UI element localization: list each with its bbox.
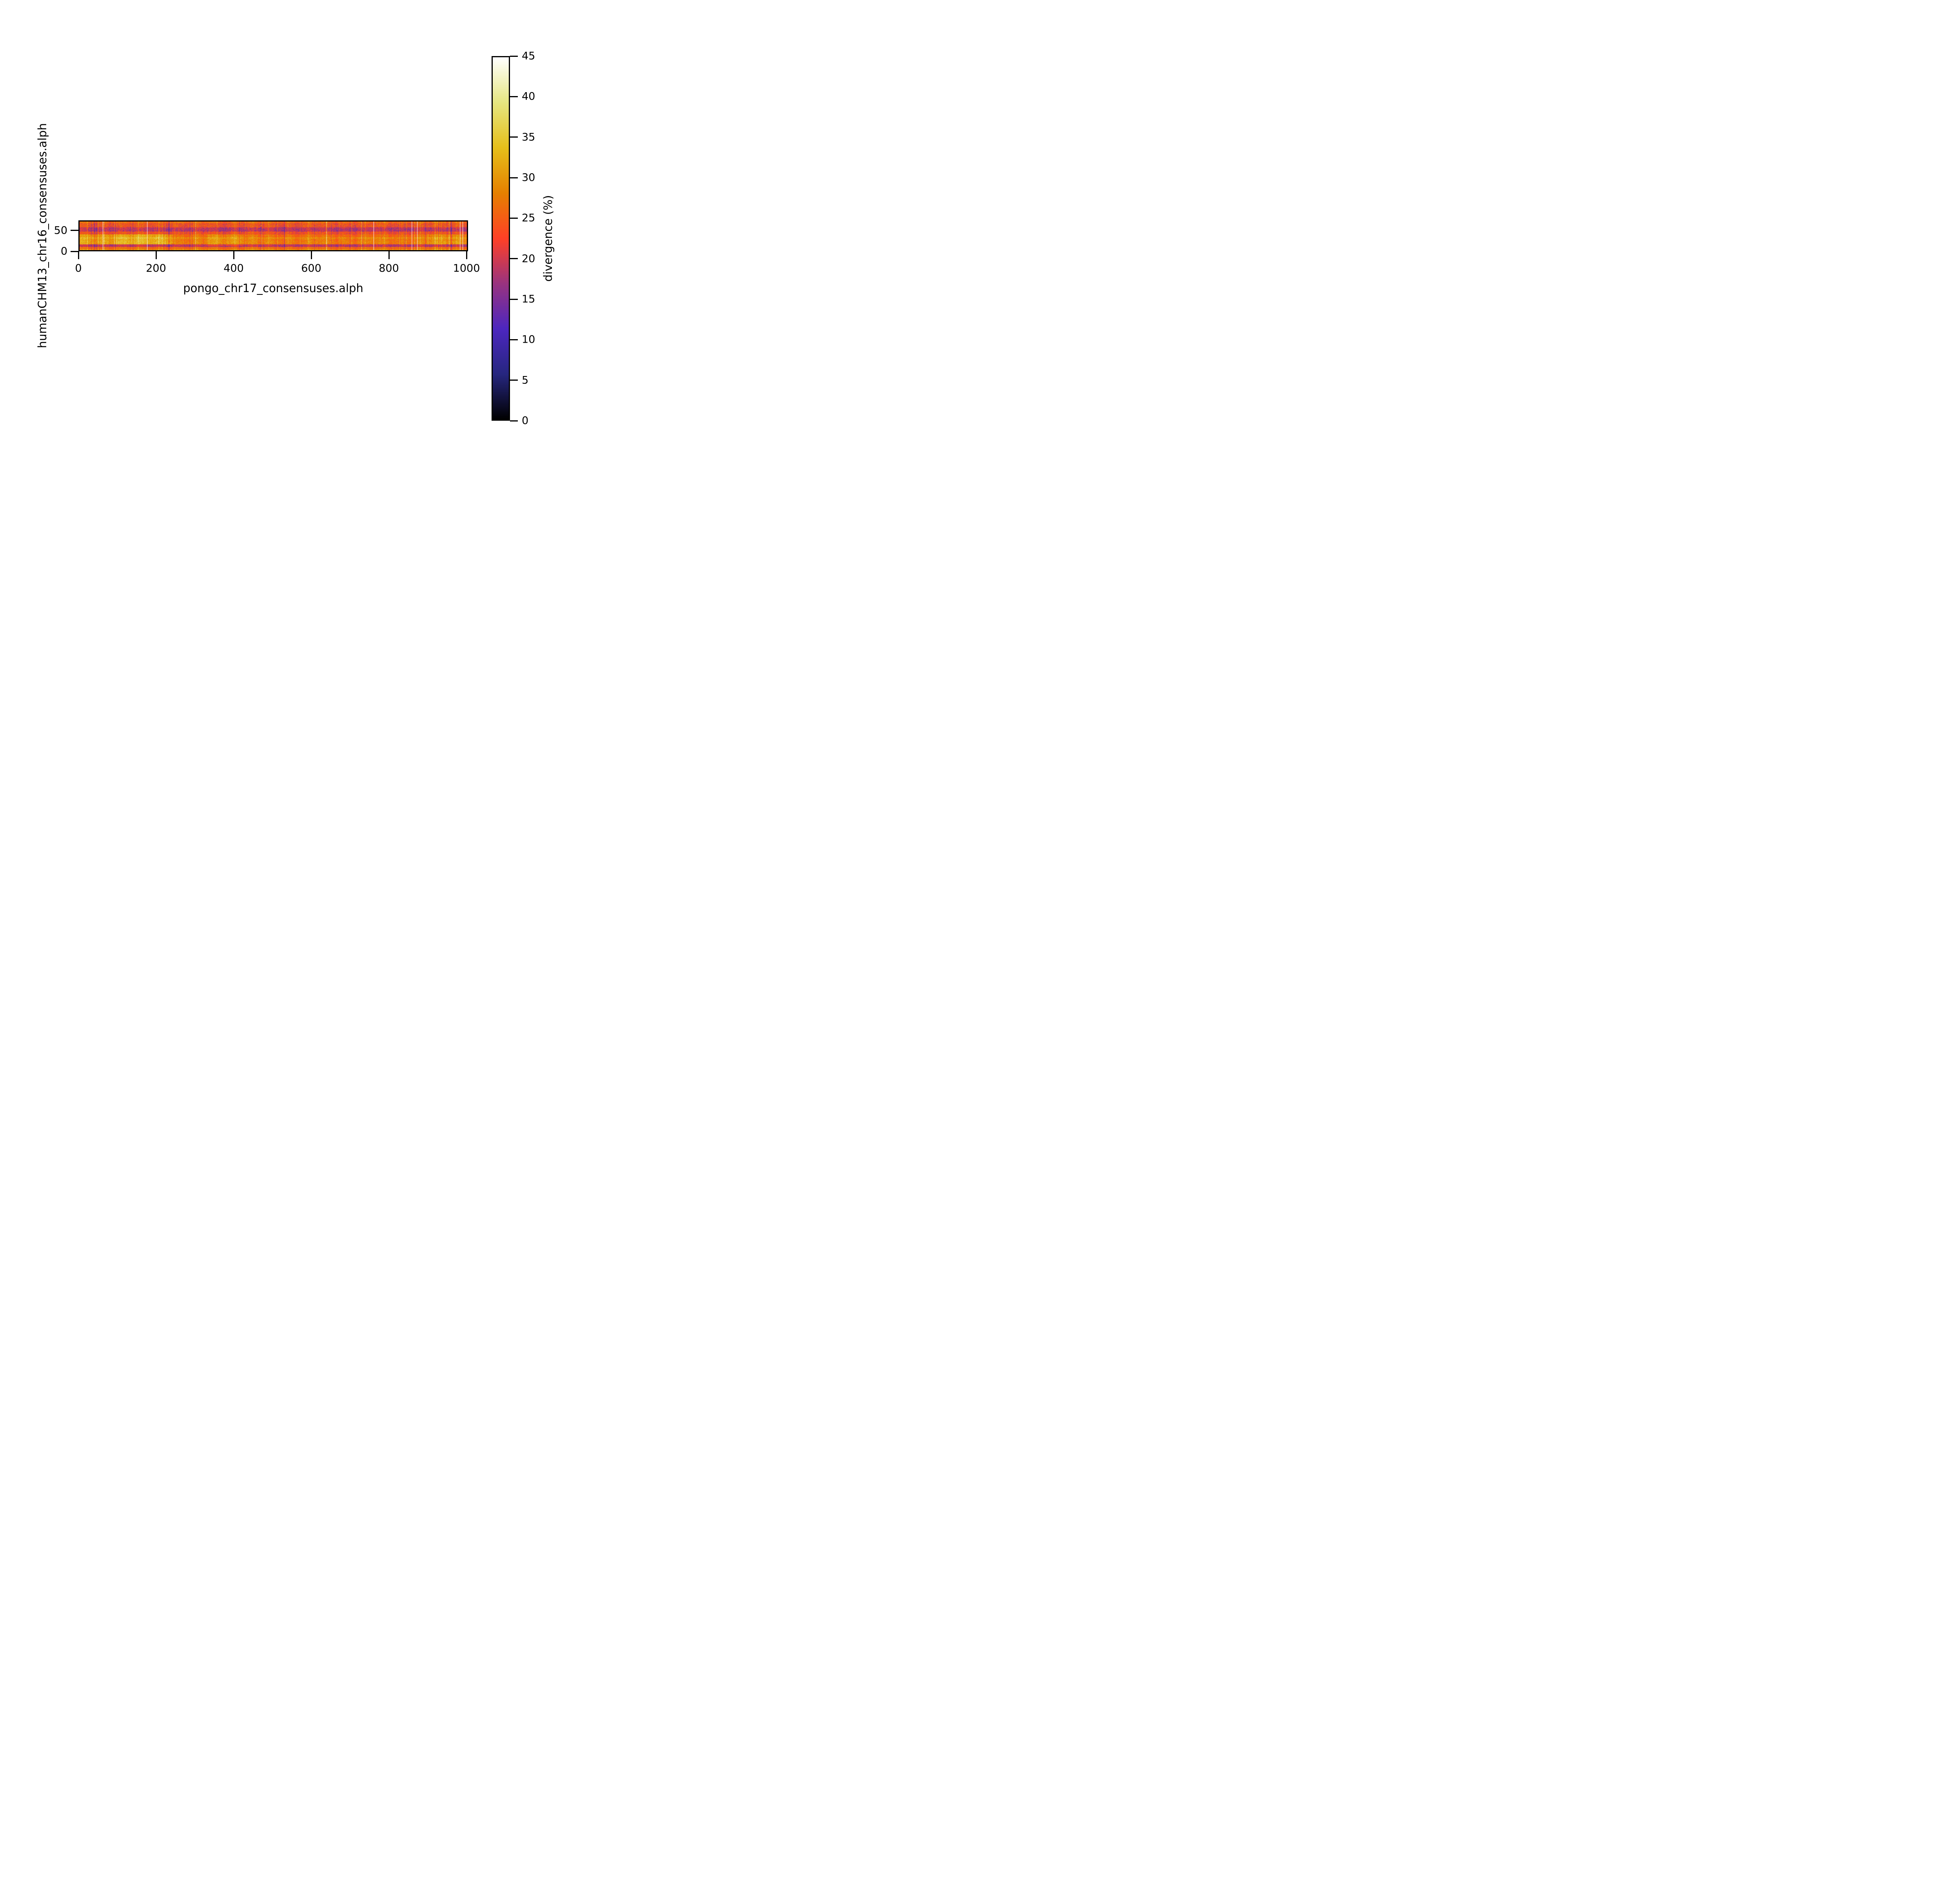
colorbar-tick-label: 0 — [522, 414, 529, 427]
x-tick-mark — [155, 251, 157, 259]
x-tick-label: 400 — [223, 262, 244, 274]
x-axis-label: pongo_chr17_consensuses.alph — [183, 282, 363, 295]
colorbar-tick-mark — [510, 420, 518, 421]
colorbar-label: divergence (%) — [541, 195, 555, 282]
figure: humanCHM13_chr16_consensuses.alph 0 200 40… — [0, 0, 627, 470]
x-tick-mark — [78, 251, 79, 259]
y-tick-mark — [71, 230, 78, 231]
colorbar-tick-label: 5 — [522, 374, 529, 387]
colorbar-tick-label: 35 — [522, 131, 535, 144]
y-axis-label: humanCHM13_chr16_consensuses.alph — [36, 123, 49, 349]
colorbar-tick-label: 10 — [522, 333, 535, 346]
y-tick-mark — [71, 251, 78, 252]
colorbar-tick-mark — [510, 258, 518, 260]
colorbar-tick-label: 20 — [522, 253, 535, 265]
colorbar-tick-mark — [510, 55, 518, 57]
colorbar-tick-label: 40 — [522, 90, 535, 103]
heatmap-plot — [78, 220, 468, 251]
colorbar-tick-mark — [510, 298, 518, 300]
x-tick-label: 1000 — [453, 262, 480, 274]
colorbar — [492, 56, 510, 421]
colorbar-tick-mark — [510, 96, 518, 97]
heatmap-image — [80, 222, 467, 250]
x-tick-label: 600 — [301, 262, 321, 274]
x-tick-label: 0 — [75, 262, 82, 274]
colorbar-tick-mark — [510, 136, 518, 138]
y-tick-label: 0 — [60, 245, 67, 258]
x-tick-mark — [388, 251, 390, 259]
colorbar-tick-label: 30 — [522, 171, 535, 184]
x-tick-mark — [233, 251, 234, 259]
x-tick-label: 200 — [146, 262, 166, 274]
colorbar-tick-mark — [510, 177, 518, 178]
x-tick-mark — [310, 251, 312, 259]
colorbar-tick-label: 45 — [522, 50, 535, 62]
colorbar-tick-label: 25 — [522, 212, 535, 224]
x-tick-label: 800 — [379, 262, 399, 274]
colorbar-tick-mark — [510, 217, 518, 219]
colorbar-tick-mark — [510, 380, 518, 381]
colorbar-tick-mark — [510, 339, 518, 340]
y-tick-label: 50 — [54, 224, 67, 237]
x-tick-mark — [466, 251, 467, 259]
colorbar-tick-label: 15 — [522, 293, 535, 305]
